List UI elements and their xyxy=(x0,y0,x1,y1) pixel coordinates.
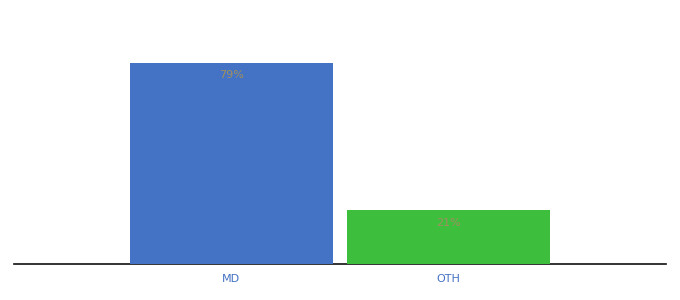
Bar xyxy=(130,62,333,264)
Text: 21%: 21% xyxy=(437,218,461,228)
Text: 79%: 79% xyxy=(219,70,243,80)
Bar xyxy=(347,211,550,264)
